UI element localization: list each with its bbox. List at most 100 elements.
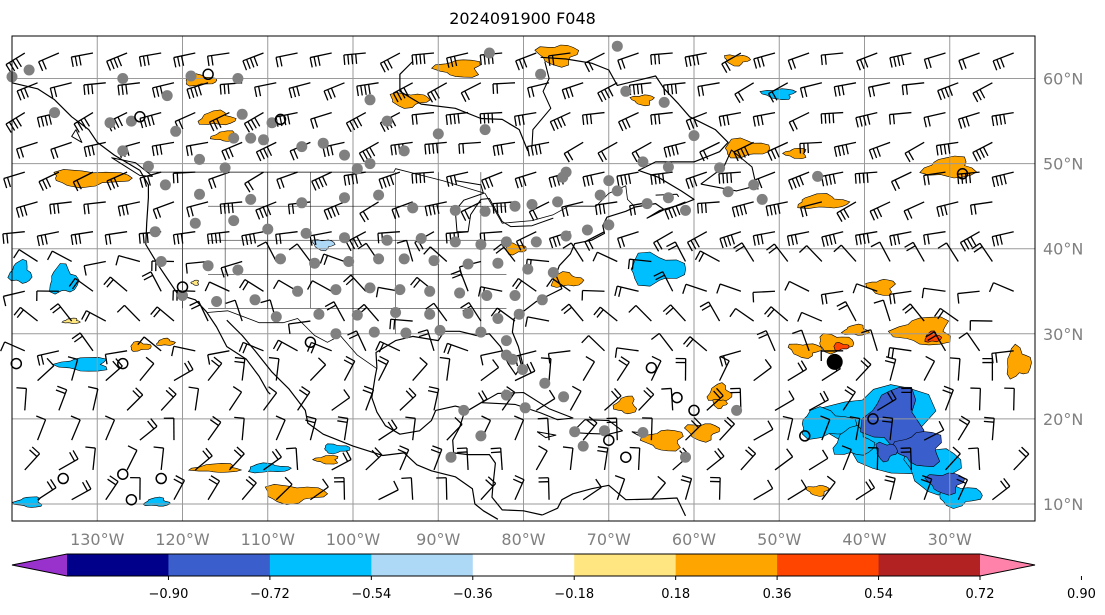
station-dot [454,287,466,299]
wind-barb [0,341,26,352]
wind-barb [765,201,788,217]
wind-barb [617,231,639,249]
station-dot [104,117,116,129]
anomaly-region [142,496,171,507]
longitude-label: 40°W [842,530,886,549]
wind-barb [492,82,516,94]
wind-barb [949,357,961,381]
wind-barb [958,52,980,71]
anomaly-region [51,357,108,372]
wind-barb [220,260,243,278]
wind-barb [391,201,413,220]
station-dot [415,233,427,244]
wind-barb [377,355,390,381]
wind-barb [699,141,720,162]
wind-barb [820,171,844,187]
wind-barb [628,304,652,322]
wind-barb [1013,446,1030,471]
wind-barb [446,52,469,68]
wind-barb [752,111,776,127]
wind-barb [942,385,954,411]
wind-barb [424,201,447,217]
station-dot [270,311,282,323]
wind-barb [106,52,128,71]
wind-barb [319,253,345,266]
wind-barb [969,320,993,331]
station-dot [611,185,623,197]
station-dot [202,260,214,272]
station-dot [722,186,734,198]
wind-barb [833,141,857,157]
colorbar-extend-min [12,554,67,576]
wind-barb [642,417,653,441]
station-dot [462,258,474,270]
wind-barb [311,171,332,191]
wind-barb [937,82,959,101]
station-dot [398,253,410,265]
wind-barb [150,306,175,322]
wind-barb [103,276,128,292]
wind-barb [756,330,776,352]
wind-barb [288,82,311,99]
wind-barb [992,52,1014,71]
station-dot [558,391,570,403]
wind-barb [397,445,410,471]
wind-barb [606,417,618,441]
wind-barb [331,389,351,411]
wind-barb [753,52,776,69]
wind-barb [365,447,383,471]
wind-barb [68,277,94,292]
wind-barb [512,277,537,292]
wind-barb [263,448,282,471]
anomaly-region [53,169,133,189]
wind-barb [207,415,222,441]
wind-barb [933,307,959,322]
wind-barb [784,280,810,292]
wind-barb [228,446,245,471]
wind-barb [937,242,959,262]
wind-barb [36,350,60,366]
map-frame [11,35,1036,522]
station-dot [594,189,606,201]
wind-barb [561,82,584,100]
wind-barb [424,141,447,155]
station-dot [492,313,504,324]
wind-barb [49,201,72,215]
wind-barb [310,111,332,129]
wind-barb [275,415,286,441]
wind-barb [427,82,448,103]
wind-barb [83,141,106,158]
station-dot [500,335,512,347]
wind-barb [582,478,602,501]
wind-barb [547,52,571,66]
wind-barb [1004,387,1015,411]
wind-barb [139,111,162,129]
wind-barb [560,303,584,322]
wind-barb [83,260,106,276]
anomaly-region [782,148,807,159]
wind-barb [13,306,38,322]
wind-barb [49,82,72,98]
wind-barb [208,111,230,132]
wind-barb [752,290,776,303]
wind-barb [71,479,92,501]
wind-barb [820,52,844,66]
station-dot [522,263,534,275]
wind-barb [411,111,435,125]
wind-barb [446,416,463,441]
wind-barb [307,280,332,292]
wind-barb [445,171,469,187]
wind-barb [445,111,469,125]
wind-barb [935,141,959,156]
wind-barb [467,390,488,411]
anomaly-region [759,88,798,101]
wind-barb [694,250,720,263]
observation-stations [6,40,824,463]
longitude-label: 80°W [501,530,545,549]
wind-barb [38,52,60,72]
wind-barb [515,52,537,71]
wind-barb [234,356,246,381]
station-dot [620,85,632,97]
wind-barb [786,231,810,246]
station-dot [364,282,376,294]
